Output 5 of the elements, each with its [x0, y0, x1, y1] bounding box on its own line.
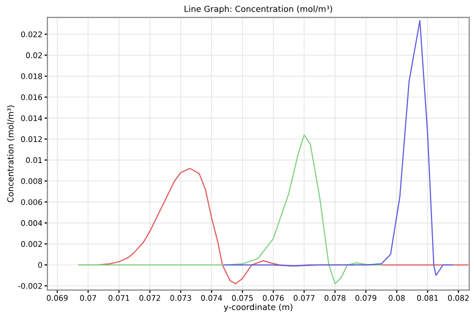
y-axis-title: Concentration (mol/m³) — [7, 106, 14, 202]
line-series — [78, 134, 382, 284]
chart-title: Line Graph: Concentration (mol/m³) — [184, 6, 332, 14]
x-axis-title: y-coordinate (m) — [224, 304, 292, 312]
line-series — [223, 20, 453, 276]
